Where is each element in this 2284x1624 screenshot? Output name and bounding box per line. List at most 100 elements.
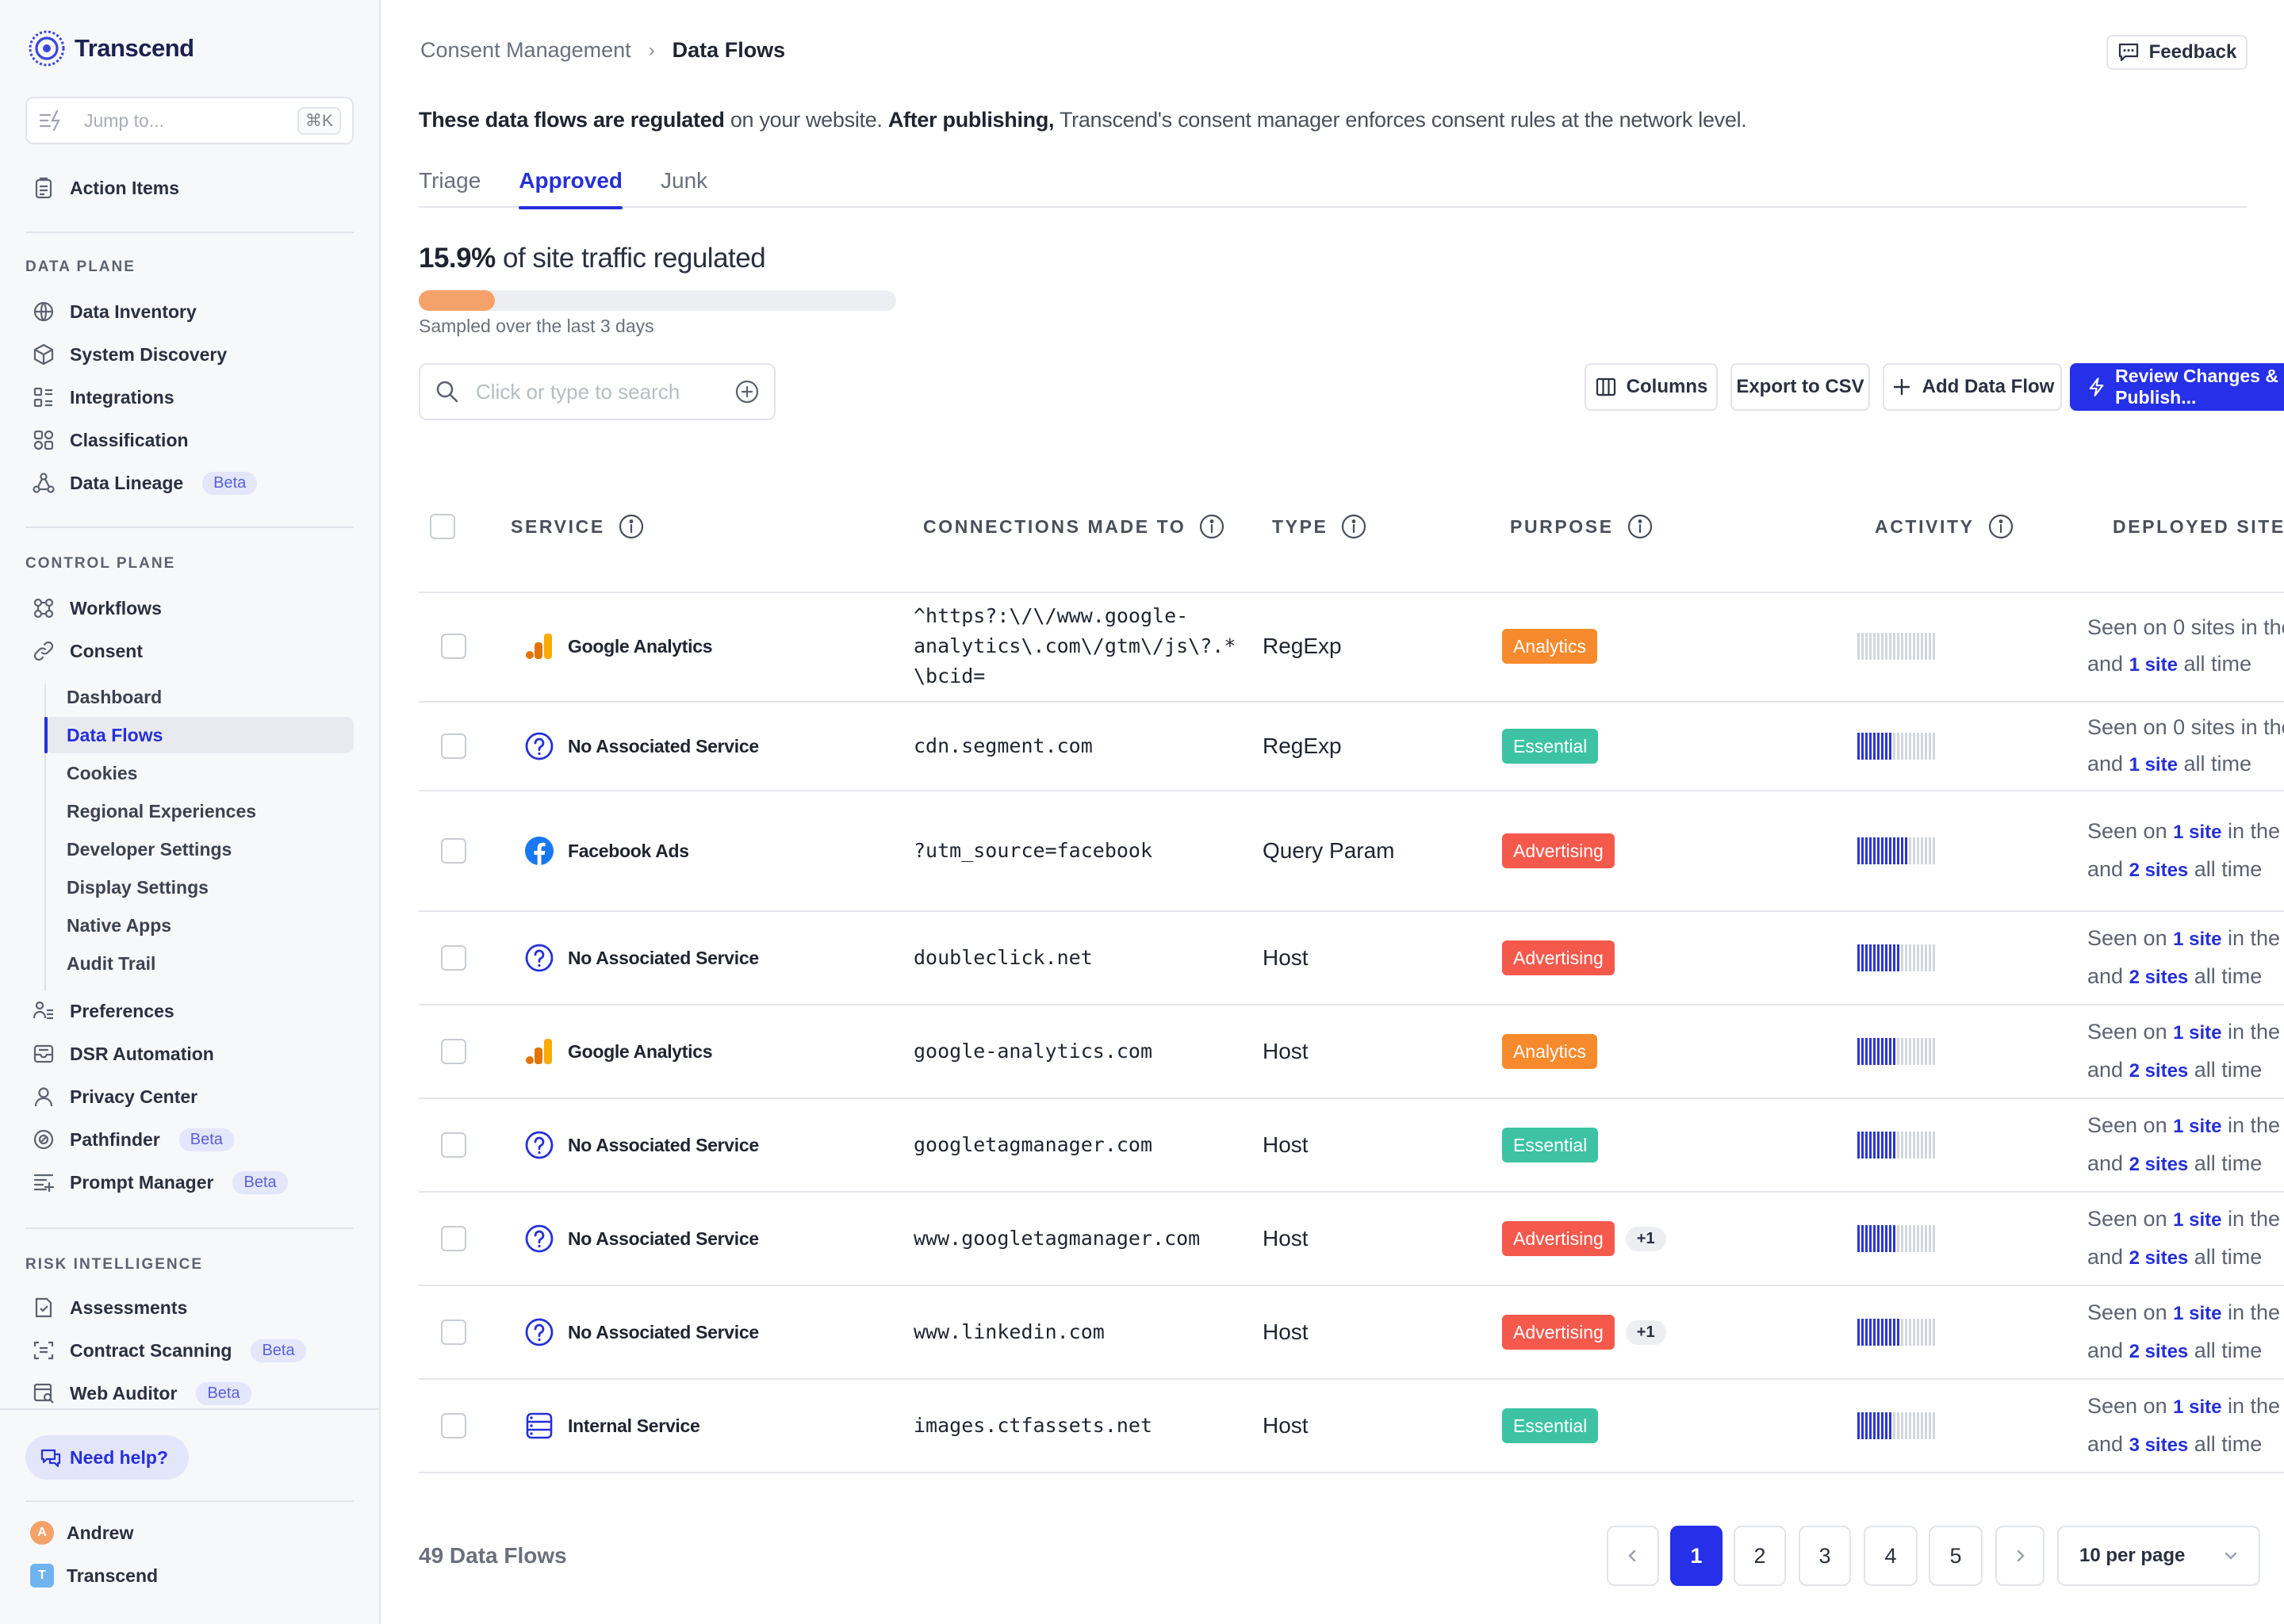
sidebar-subitem-cookies[interactable]: Cookies — [67, 762, 138, 783]
review-publish-button[interactable]: Review Changes & Publish... — [2070, 363, 2284, 411]
table-row[interactable]: No Associated Service googletagmanager.c… — [419, 1099, 2284, 1193]
sites-link[interactable]: 2 sites — [2129, 967, 2189, 988]
sidebar-item-integrations[interactable]: Integrations — [25, 379, 174, 416]
column-header-type[interactable]: TYPE — [1272, 503, 1367, 550]
organization-switcher[interactable]: T Transcend — [30, 1564, 158, 1588]
service-cell[interactable]: No Associated Service — [523, 703, 759, 790]
column-header-service[interactable]: SERVICE — [511, 503, 645, 550]
service-cell[interactable]: No Associated Service — [523, 1286, 759, 1378]
sites-link[interactable]: 2 sites — [2129, 860, 2189, 881]
user-account[interactable]: A Andrew — [30, 1521, 133, 1545]
sites-link[interactable]: 2 sites — [2129, 1154, 2189, 1175]
sidebar-item-consent[interactable]: Consent — [25, 633, 143, 669]
row-checkbox[interactable] — [441, 1413, 466, 1438]
add-filter-icon[interactable] — [734, 379, 760, 404]
search-input[interactable]: Click or type to search — [419, 363, 776, 420]
table-row[interactable]: Google Analytics google-analytics.com Ho… — [419, 1005, 2284, 1099]
service-cell[interactable]: No Associated Service — [523, 1099, 759, 1191]
pagination-page-2[interactable]: 2 — [1734, 1526, 1786, 1586]
column-header-activity[interactable]: ACTIVITY — [1875, 503, 2014, 550]
purpose-cell[interactable]: Advertising — [1502, 912, 1615, 1004]
jump-to-search[interactable]: Jump to... ⌘K — [25, 97, 354, 144]
export-csv-button[interactable]: Export to CSV — [1730, 363, 1870, 411]
sidebar-subitem-native-apps[interactable]: Native Apps — [67, 914, 172, 936]
sites-link[interactable]: 1 site — [2129, 754, 2178, 776]
sidebar-item-privacy-center[interactable]: Privacy Center — [25, 1078, 197, 1115]
need-help-button[interactable]: Need help? — [25, 1435, 189, 1480]
sites-link[interactable]: 2 sites — [2129, 1341, 2189, 1362]
sites-link[interactable]: 1 site — [2129, 654, 2178, 676]
sidebar-item-preferences[interactable]: Preferences — [25, 993, 174, 1029]
info-icon[interactable] — [1340, 513, 1367, 540]
sidebar-subitem-regional-experiences[interactable]: Regional Experiences — [67, 800, 257, 822]
sites-link[interactable]: 1 site — [2173, 1396, 2222, 1418]
sites-link[interactable]: 1 site — [2173, 929, 2222, 950]
sidebar-item-classification[interactable]: Classification — [25, 422, 189, 458]
service-cell[interactable]: No Associated Service — [523, 912, 759, 1004]
tab-approved[interactable]: Approved — [519, 163, 623, 209]
more-purposes-badge[interactable]: +1 — [1625, 1226, 1666, 1251]
sites-link[interactable]: 1 site — [2173, 1303, 2222, 1324]
per-page-select[interactable]: 10 per page — [2057, 1526, 2260, 1586]
sidebar-subitem-display-settings[interactable]: Display Settings — [67, 876, 209, 898]
sites-link[interactable]: 2 sites — [2129, 1060, 2189, 1082]
row-checkbox[interactable] — [441, 634, 466, 659]
pagination-page-1[interactable]: 1 — [1670, 1526, 1723, 1586]
purpose-cell[interactable]: Advertising +1 — [1502, 1193, 1666, 1285]
row-checkbox[interactable] — [441, 1132, 466, 1158]
tab-junk[interactable]: Junk — [661, 168, 708, 193]
purpose-cell[interactable]: Advertising — [1502, 791, 1615, 910]
sites-link[interactable]: 2 sites — [2129, 1247, 2189, 1269]
purpose-cell[interactable]: Essential — [1502, 703, 1599, 790]
table-row[interactable]: No Associated Service doubleclick.net Ho… — [419, 912, 2284, 1005]
pagination-prev-button[interactable] — [1607, 1526, 1659, 1586]
more-purposes-badge[interactable]: +1 — [1625, 1320, 1666, 1345]
sidebar-item-prompt-manager[interactable]: Prompt Manager Beta — [25, 1164, 288, 1201]
sidebar-item-workflows[interactable]: Workflows — [25, 590, 162, 626]
sidebar-item-data-inventory[interactable]: Data Inventory — [25, 293, 197, 330]
row-checkbox[interactable] — [441, 1039, 466, 1064]
sidebar-item-dsr-automation[interactable]: DSR Automation — [25, 1036, 214, 1072]
row-checkbox[interactable] — [441, 838, 466, 864]
table-row[interactable]: No Associated Service cdn.segment.com Re… — [419, 703, 2284, 791]
sidebar-item-assessments[interactable]: Assessments — [25, 1289, 187, 1326]
row-checkbox[interactable] — [441, 1320, 466, 1345]
info-icon[interactable] — [618, 513, 645, 540]
sites-link[interactable]: 3 sites — [2129, 1434, 2189, 1456]
sidebar-subitem-developer-settings[interactable]: Developer Settings — [67, 838, 232, 860]
sites-link[interactable]: 1 site — [2173, 822, 2222, 843]
service-cell[interactable]: Google Analytics — [523, 592, 713, 701]
table-row[interactable]: No Associated Service www.linkedin.com H… — [419, 1286, 2284, 1380]
add-data-flow-button[interactable]: Add Data Flow — [1883, 363, 2062, 411]
table-row[interactable]: Google Analytics ^https?:\/\/www.google-… — [419, 592, 2284, 703]
breadcrumb-parent[interactable]: Consent Management — [420, 38, 631, 62]
column-header-connections[interactable]: CONNECTIONS MADE TO — [923, 503, 1225, 550]
sidebar-item-action-items[interactable]: Action Items — [25, 170, 179, 206]
table-row[interactable]: Facebook Ads ?utm_source=facebook Query … — [419, 791, 2284, 912]
purpose-cell[interactable]: Essential — [1502, 1099, 1599, 1191]
service-cell[interactable]: Internal Service — [523, 1380, 700, 1472]
service-cell[interactable]: Google Analytics — [523, 1005, 713, 1097]
pagination-page-4[interactable]: 4 — [1864, 1526, 1918, 1586]
purpose-cell[interactable]: Analytics — [1502, 592, 1598, 701]
sidebar-item-web-auditor[interactable]: Web Auditor Beta — [25, 1375, 251, 1411]
sidebar-subitem-data-flows[interactable]: Data Flows — [44, 717, 354, 753]
table-row[interactable]: No Associated Service www.googletagmanag… — [419, 1193, 2284, 1286]
sites-link[interactable]: 1 site — [2173, 1116, 2222, 1137]
sidebar-item-data-lineage[interactable]: Data Lineage Beta — [25, 465, 258, 501]
purpose-cell[interactable]: Essential — [1502, 1380, 1599, 1472]
service-cell[interactable]: No Associated Service — [523, 1193, 759, 1285]
column-header-deployed-sites[interactable]: DEPLOYED SITES — [2113, 515, 2284, 537]
purpose-cell[interactable]: Analytics — [1502, 1005, 1598, 1097]
info-icon[interactable] — [1627, 513, 1654, 540]
sidebar-item-system-discovery[interactable]: System Discovery — [25, 336, 227, 373]
info-icon[interactable] — [1987, 513, 2014, 540]
sidebar-subitem-audit-trail[interactable]: Audit Trail — [67, 952, 156, 974]
sidebar-item-pathfinder[interactable]: Pathfinder Beta — [25, 1121, 234, 1158]
select-all-checkbox[interactable] — [430, 514, 455, 539]
tab-triage[interactable]: Triage — [419, 168, 481, 193]
pagination-next-button[interactable] — [1995, 1526, 2044, 1586]
pagination-page-5[interactable]: 5 — [1929, 1526, 1983, 1586]
pagination-page-3[interactable]: 3 — [1799, 1526, 1851, 1586]
purpose-cell[interactable]: Advertising +1 — [1502, 1286, 1666, 1378]
